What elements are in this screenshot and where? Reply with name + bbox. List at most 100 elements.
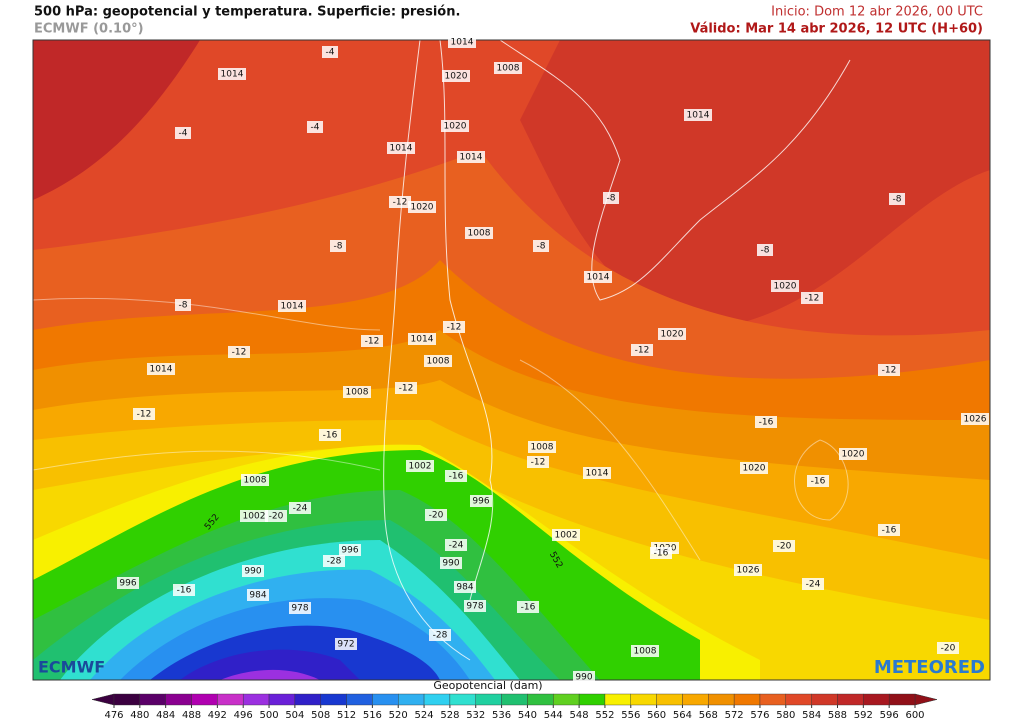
label-box <box>387 142 415 154</box>
label-box <box>755 416 777 428</box>
colorbar-tick-label: 504 <box>285 710 304 720</box>
contour-label: 1002 <box>406 460 434 472</box>
label-text: 1014 <box>687 111 710 121</box>
colorbar-tick-label: 476 <box>104 710 123 720</box>
colorbar-tick-label: 512 <box>337 710 356 720</box>
contour-label: 1014 <box>583 467 611 479</box>
label-text: -20 <box>429 511 444 521</box>
label-box <box>494 62 522 74</box>
label-text: -16 <box>811 477 826 487</box>
label-text: 1008 <box>531 443 554 453</box>
label-box <box>408 201 436 213</box>
label-text: 984 <box>249 591 266 601</box>
contour-label: 1020 <box>740 462 768 474</box>
colorbar-tick-label: 548 <box>570 710 589 720</box>
colorbar-tick-label: 568 <box>699 710 718 720</box>
colorbar-cell <box>320 693 347 706</box>
label-text: -20 <box>941 644 956 654</box>
label-text: -12 <box>137 410 152 420</box>
colorbar-tick-label: 540 <box>518 710 537 720</box>
label-box <box>773 540 795 552</box>
colorbar-cell <box>604 693 631 706</box>
label-text: 1014 <box>411 335 434 345</box>
contour-label: 978 <box>464 600 486 612</box>
colorbar-cell <box>759 693 787 706</box>
label-box <box>448 36 476 48</box>
label-text: 1014 <box>586 469 609 479</box>
colorbar-tick-label: 496 <box>234 710 253 720</box>
contour-label: -16 <box>807 475 829 487</box>
label-box <box>247 589 269 601</box>
label-box <box>147 363 175 375</box>
label-text: -16 <box>521 603 536 613</box>
label-box <box>173 584 195 596</box>
init-time: Inicio: Dom 12 abr 2026, 00 UTC <box>771 5 983 20</box>
label-text: 1002 <box>409 462 432 472</box>
contour-label: 1008 <box>465 227 493 239</box>
label-box <box>552 529 580 541</box>
label-text: -28 <box>433 631 448 641</box>
contour-label: -24 <box>289 502 311 514</box>
label-box <box>228 346 250 358</box>
label-text: -12 <box>365 337 380 347</box>
colorbar-end <box>91 693 115 706</box>
contour-label: 1014 <box>448 36 476 48</box>
label-text: 1008 <box>244 476 267 486</box>
contour-label: 1014 <box>218 68 246 80</box>
label-text: 990 <box>442 559 459 569</box>
label-box <box>631 344 653 356</box>
label-box <box>241 474 269 486</box>
colorbar-cell <box>346 693 373 706</box>
contour-label: -8 <box>330 240 346 252</box>
contour-label: -16 <box>173 584 195 596</box>
contour-label: 990 <box>573 671 595 683</box>
label-box <box>650 547 672 559</box>
label-box <box>133 408 155 420</box>
label-text: 1002 <box>243 512 266 522</box>
colorbar-tick-label: 492 <box>208 710 227 720</box>
colorbar-cell <box>294 693 321 706</box>
contour-label: -16 <box>650 547 672 559</box>
contour-label: -24 <box>802 578 824 590</box>
label-box <box>454 581 476 593</box>
label-box <box>445 470 467 482</box>
title: 500 hPa: geopotencial y temperatura. Sup… <box>34 5 460 20</box>
label-box <box>802 578 824 590</box>
label-box <box>517 601 539 613</box>
contour-label: -20 <box>425 509 447 521</box>
contour-label: -28 <box>323 555 345 567</box>
label-text: -12 <box>882 366 897 376</box>
label-text: -12 <box>393 198 408 208</box>
contour-label: -12 <box>133 408 155 420</box>
colorbar-tick-label: 528 <box>440 710 459 720</box>
label-text: -8 <box>893 195 902 205</box>
label-box <box>573 671 595 683</box>
label-text: -8 <box>607 194 616 204</box>
contour-label: -4 <box>175 127 191 139</box>
contour-label: -12 <box>801 292 823 304</box>
label-text: 1002 <box>555 531 578 541</box>
valid-time: Válido: Mar 14 abr 2026, 12 UTC (H+60) <box>690 22 983 37</box>
colorbar-cell <box>372 693 399 706</box>
label-box <box>445 539 467 551</box>
contour-label: 1026 <box>961 413 989 425</box>
contour-label: -16 <box>319 429 341 441</box>
contour-label: -12 <box>443 321 465 333</box>
contour-label: 1014 <box>457 151 485 163</box>
contour-label: -20 <box>265 510 287 522</box>
contour-label: 1008 <box>528 441 556 453</box>
contour-label: -28 <box>429 629 451 641</box>
label-box <box>878 524 900 536</box>
label-box <box>807 475 829 487</box>
colorbar-end <box>914 693 938 706</box>
label-text: -12 <box>635 346 650 356</box>
label-text: 990 <box>575 673 592 683</box>
colorbar-tick-label: 508 <box>311 710 330 720</box>
label-box <box>734 564 762 576</box>
label-box <box>395 382 417 394</box>
colorbar-tick-label: 588 <box>828 710 847 720</box>
label-text: -12 <box>805 294 820 304</box>
colorbar-cell <box>242 693 270 706</box>
label-text: -8 <box>179 301 188 311</box>
label-text: -28 <box>327 557 342 567</box>
